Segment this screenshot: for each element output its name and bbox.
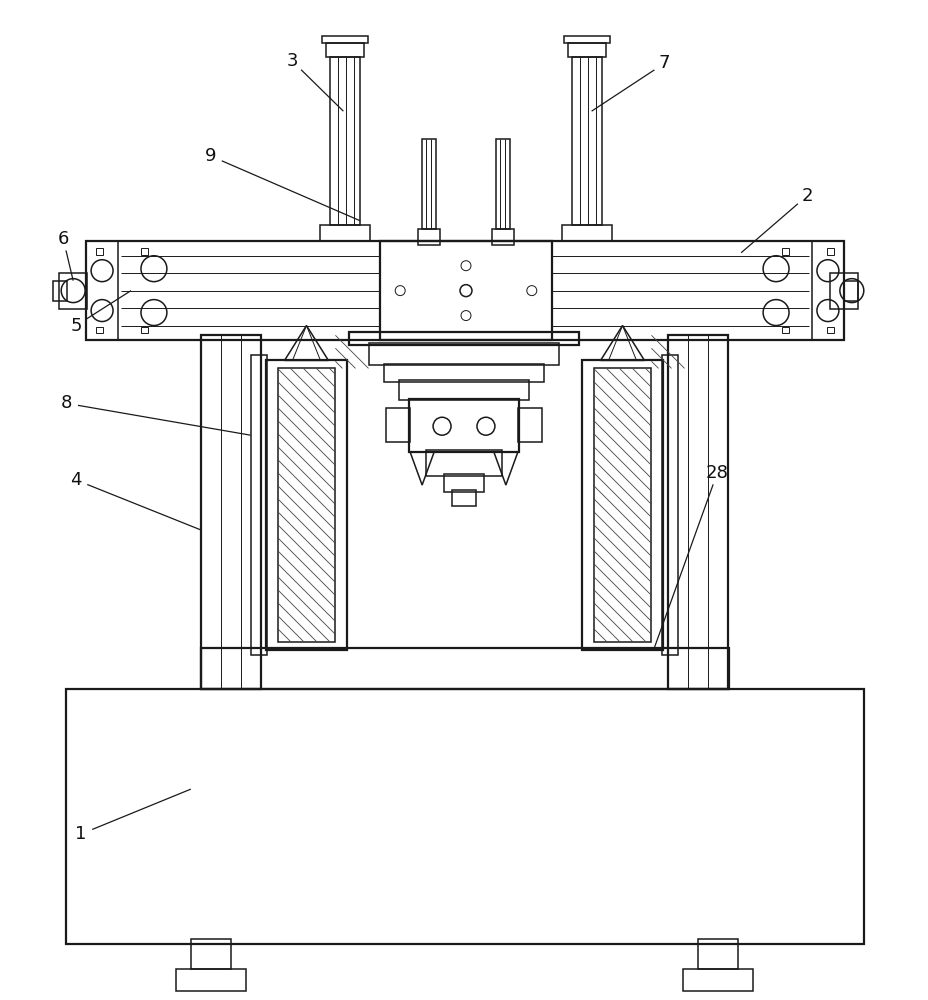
Bar [190,939,230,969]
Text: 4: 4 [71,471,82,489]
Bar [561,225,611,241]
Bar [326,43,364,57]
Bar [141,327,148,333]
Text: 1: 1 [75,825,86,843]
Bar [330,57,360,225]
Bar [563,36,609,43]
Bar [53,281,67,301]
Bar [826,248,833,255]
Text: 7: 7 [658,54,669,72]
Bar [386,408,410,442]
Bar [86,241,118,340]
Bar [175,969,245,991]
Bar [418,229,440,245]
Bar [829,273,857,309]
Text: 2: 2 [800,187,812,205]
Text: 9: 9 [205,147,216,165]
Bar [320,225,370,241]
Bar [384,364,543,382]
Bar [452,490,475,506]
Bar [59,273,87,309]
Bar [683,969,753,991]
Bar [200,648,728,689]
Bar [843,281,857,301]
Text: 6: 6 [58,230,69,248]
Bar [349,332,578,345]
Bar [781,248,788,255]
Text: 8: 8 [60,394,71,412]
Bar [141,248,148,255]
Bar [369,343,558,365]
Bar [667,335,728,689]
Bar [662,355,677,655]
Bar [567,43,605,57]
Bar [426,450,501,476]
Bar [421,139,435,229]
Bar [200,335,261,689]
Bar [811,241,843,340]
Bar [399,380,528,400]
Bar [265,360,347,650]
Bar [581,360,663,650]
Bar [593,368,651,642]
Text: 3: 3 [287,52,298,70]
Bar [408,399,518,452]
Bar [781,327,788,333]
Bar [496,139,509,229]
Bar [444,474,483,492]
Bar [517,408,541,442]
Bar [571,57,601,225]
Bar [96,327,103,333]
Text: 28: 28 [705,464,728,482]
Bar [86,241,843,340]
Bar [492,229,513,245]
Bar [96,248,103,255]
Bar [251,355,266,655]
Bar [322,36,367,43]
Bar [698,939,738,969]
Bar [66,689,863,944]
Bar [277,368,335,642]
Bar [380,241,551,340]
Bar [826,327,833,333]
Text: 5: 5 [71,317,82,335]
